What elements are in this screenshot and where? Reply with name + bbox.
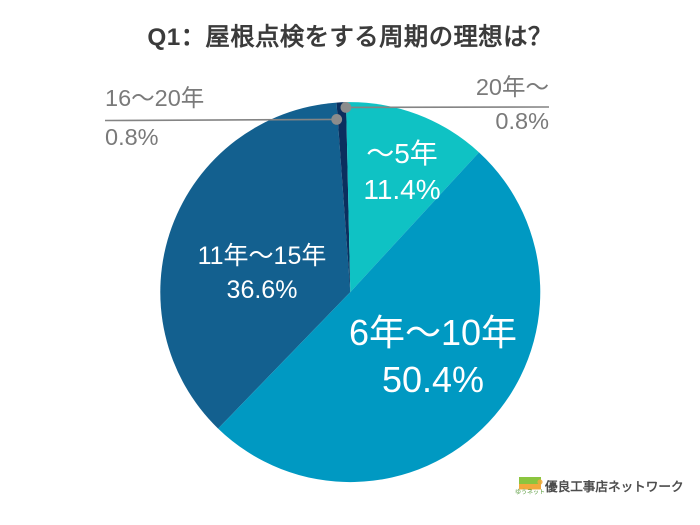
svg-text:優良工事店ネットワーク: 優良工事店ネットワーク [544,479,684,494]
svg-text:0.8%: 0.8% [105,124,159,150]
svg-text:20年〜: 20年〜 [476,74,549,100]
svg-text:0.8%: 0.8% [495,108,549,134]
svg-text:36.6%: 36.6% [227,276,298,304]
svg-text:〜5年: 〜5年 [366,138,438,169]
svg-text:16〜20年: 16〜20年 [105,85,204,111]
svg-text:50.4%: 50.4% [382,359,484,400]
svg-text:11年〜15年: 11年〜15年 [198,242,327,270]
svg-text:ゆうネット: ゆうネット [515,489,545,496]
svg-text:6年〜10年: 6年〜10年 [349,312,517,353]
svg-text:11.4%: 11.4% [363,174,440,205]
